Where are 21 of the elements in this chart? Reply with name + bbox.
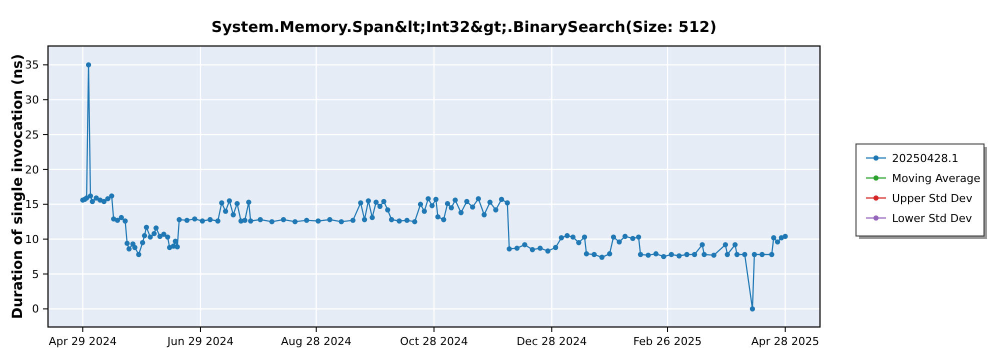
y-tick-label: 20 [25, 163, 39, 176]
y-tick-label: 15 [25, 198, 39, 212]
y-tick-label: 10 [25, 232, 39, 246]
x-tick-label: Apr 28 2025 [751, 335, 820, 348]
y-axis-title: Duration of single invocation (ns) [10, 54, 26, 320]
legend-label: Moving Average [892, 172, 981, 185]
x-tick-label: Oct 28 2024 [400, 335, 468, 348]
y-tick-label: 0 [32, 302, 39, 316]
y-tick-label: 5 [32, 268, 39, 281]
y-tick-label: 35 [25, 58, 39, 72]
legend-label: Lower Std Dev [892, 212, 972, 225]
x-tick-label: Aug 28 2024 [281, 335, 352, 348]
y-tick-label: 30 [25, 94, 39, 107]
x-tick-label: Feb 26 2025 [633, 335, 702, 348]
x-tick-label: Dec 28 2024 [516, 335, 587, 348]
legend-label: 20250428.1 [892, 152, 958, 165]
x-tick-label: Jun 29 2024 [166, 335, 234, 348]
legend-label: Upper Std Dev [892, 192, 973, 205]
chart-title: System.Memory.Span&lt;Int32&gt;.BinarySearch(Size: 512) [211, 18, 717, 36]
x-tick-label: Apr 29 2024 [48, 335, 117, 348]
y-tick-label: 25 [25, 128, 39, 142]
